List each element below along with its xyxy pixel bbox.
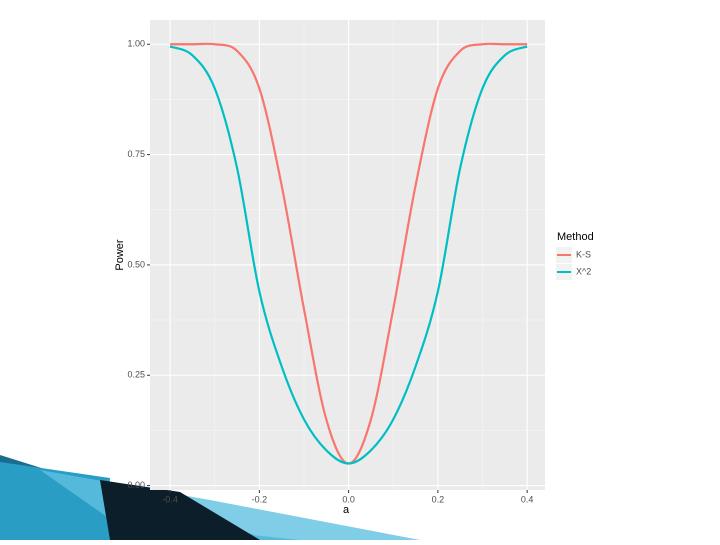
x-tick-label: 0.4 bbox=[521, 494, 534, 504]
y-tick-label: 0.25 bbox=[127, 370, 145, 380]
line bbox=[169, 45, 528, 465]
x-tick-label: -0.4 bbox=[162, 494, 178, 504]
y-tick-label: 0.75 bbox=[127, 149, 145, 159]
decoration bbox=[0, 455, 420, 540]
wedge bbox=[100, 480, 260, 540]
x-axis-label: a bbox=[343, 504, 350, 516]
y-axis-label: Power bbox=[114, 239, 126, 271]
y-tick-label: 0.50 bbox=[127, 259, 145, 269]
y-tick-label: 0.00 bbox=[127, 480, 145, 490]
legend-label: K-S bbox=[576, 249, 591, 259]
legend-label: X^2 bbox=[576, 266, 591, 276]
y-tick-label: 1.00 bbox=[127, 39, 145, 49]
x-tick-label: -0.2 bbox=[252, 494, 268, 504]
x-tick-label: 0.2 bbox=[432, 494, 445, 504]
x-tick-label: 0.0 bbox=[342, 494, 355, 504]
legend-title: Method bbox=[557, 231, 594, 243]
panel bbox=[150, 20, 545, 490]
